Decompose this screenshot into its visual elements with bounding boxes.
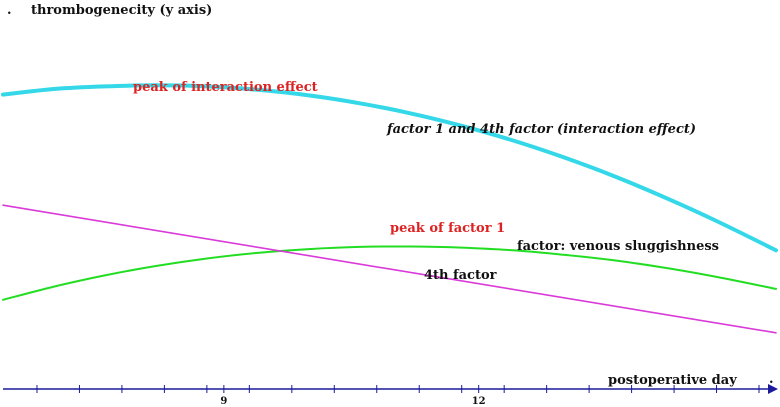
x-tick-label-0: 9 [220,396,227,407]
x-tick-label-1: 12 [472,396,486,407]
annotation-venous-sluggishness: factor: venous sluggishness [517,239,719,254]
series-line-1 [2,245,777,301]
annotation-interaction-effect-series: factor 1 and 4th factor (interaction eff… [386,122,696,137]
annotation-4th-factor: 4th factor [424,268,497,283]
x-axis-ticks [36,385,760,393]
x-axis-arrowhead [768,384,778,394]
x-axis-label: postoperative day [608,373,737,388]
x-axis-tick-labels: 9 12 [220,396,485,407]
corner-mark-top-left: . [7,3,12,18]
curves-layer [1,83,778,334]
annotation-peak-of-factor-1: peak of factor 1 [390,221,505,236]
series-line-0 [1,83,778,253]
series-line-2 [2,204,777,334]
corner-mark-bottom-right: . [769,372,774,387]
annotation-peak-of-interaction-effect: peak of interaction effect [133,80,318,95]
y-axis-label: thrombogenecity (y axis) [31,3,212,18]
